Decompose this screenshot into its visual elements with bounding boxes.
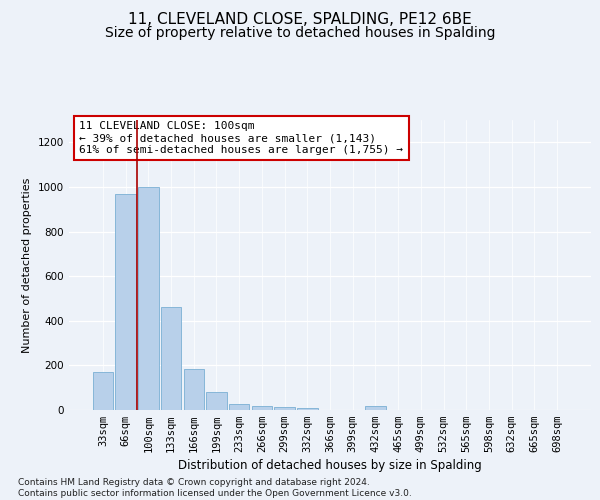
Bar xyxy=(297,408,317,410)
Bar xyxy=(274,407,295,410)
Text: 11 CLEVELAND CLOSE: 100sqm
← 39% of detached houses are smaller (1,143)
61% of s: 11 CLEVELAND CLOSE: 100sqm ← 39% of deta… xyxy=(79,122,403,154)
Bar xyxy=(93,372,113,410)
Text: Size of property relative to detached houses in Spalding: Size of property relative to detached ho… xyxy=(105,26,495,40)
Y-axis label: Number of detached properties: Number of detached properties xyxy=(22,178,32,352)
Bar xyxy=(206,392,227,410)
Bar xyxy=(138,188,158,410)
Bar xyxy=(251,406,272,410)
X-axis label: Distribution of detached houses by size in Spalding: Distribution of detached houses by size … xyxy=(178,460,482,472)
Bar xyxy=(115,194,136,410)
Bar xyxy=(184,368,204,410)
Text: Contains HM Land Registry data © Crown copyright and database right 2024.
Contai: Contains HM Land Registry data © Crown c… xyxy=(18,478,412,498)
Bar xyxy=(161,307,181,410)
Text: 11, CLEVELAND CLOSE, SPALDING, PE12 6BE: 11, CLEVELAND CLOSE, SPALDING, PE12 6BE xyxy=(128,12,472,28)
Bar xyxy=(229,404,250,410)
Bar xyxy=(365,406,386,410)
